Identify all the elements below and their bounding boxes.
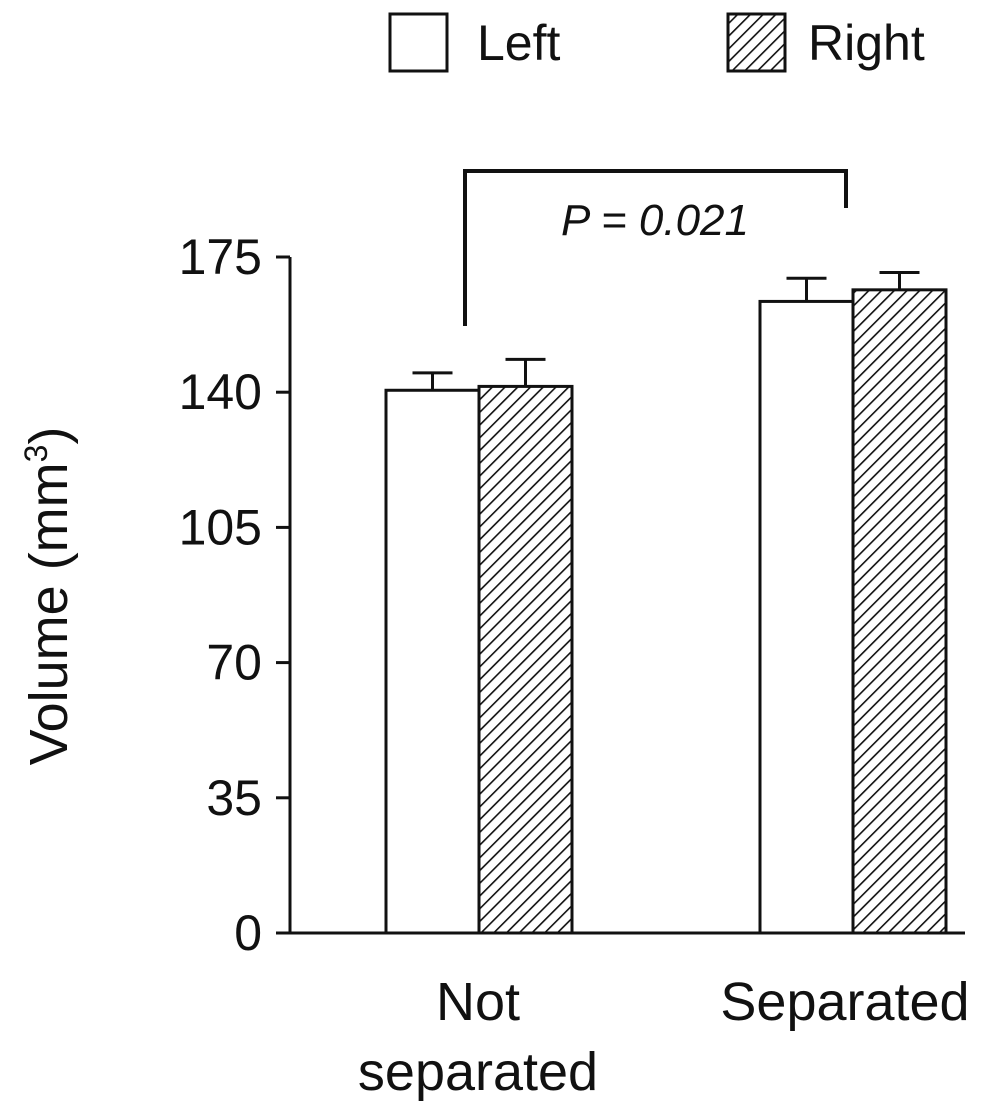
bracket-line bbox=[463, 169, 848, 326]
y-tick-label: 105 bbox=[179, 499, 262, 555]
y-tick-label: 70 bbox=[206, 635, 262, 691]
y-ticks: 0 35 70 105 140 175 bbox=[179, 229, 290, 961]
y-axis-title-text: Volume (mm bbox=[19, 462, 79, 765]
y-tick-label: 35 bbox=[206, 770, 262, 826]
legend-swatch-right bbox=[726, 12, 787, 73]
legend-label-right: Right bbox=[808, 15, 925, 71]
p-value-annotation: P = 0.021 bbox=[561, 196, 749, 245]
significance-bracket: P = 0.021 bbox=[463, 169, 848, 326]
x-category-label: Separated bbox=[720, 972, 969, 1032]
y-tick-label: 140 bbox=[179, 364, 262, 420]
bar-left-separated bbox=[758, 299, 855, 935]
bars bbox=[384, 270, 948, 935]
y-tick-label: 0 bbox=[234, 905, 262, 961]
y-tick-label: 175 bbox=[179, 229, 262, 285]
x-category-label: separated bbox=[358, 1042, 598, 1102]
bar-right-not-separated bbox=[477, 384, 574, 935]
legend-label-left: Left bbox=[477, 15, 561, 71]
bar-left-not-separated bbox=[384, 388, 481, 935]
x-category-label: Not bbox=[436, 972, 520, 1032]
category-labels: Not separated Separated bbox=[358, 972, 970, 1102]
y-axis-title-close: ) bbox=[19, 427, 79, 445]
bar-right-separated bbox=[851, 288, 948, 935]
y-axis-title-superscript: 3 bbox=[18, 445, 54, 463]
legend-swatch-left bbox=[388, 12, 449, 73]
y-axis-title: Volume (mm3) bbox=[18, 427, 79, 766]
legend: Left Right bbox=[388, 12, 925, 73]
